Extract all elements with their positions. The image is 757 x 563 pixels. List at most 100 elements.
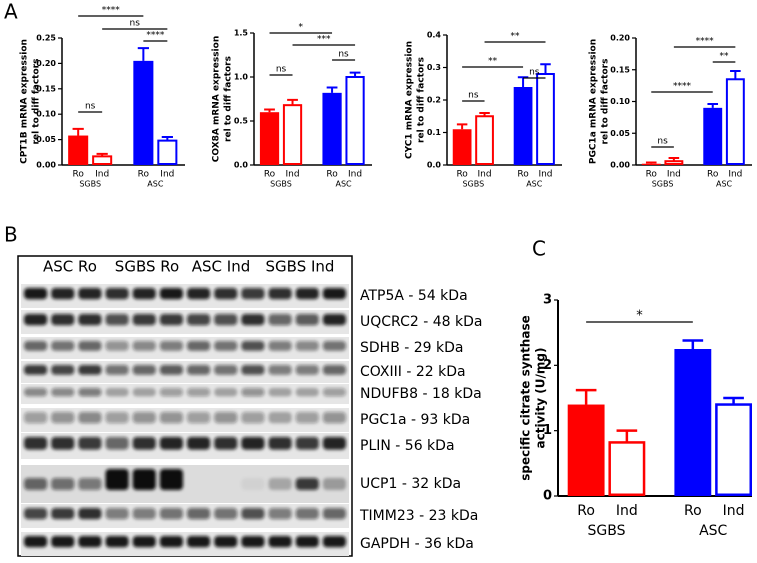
x-tick-label: Ro	[456, 170, 468, 180]
blot-band	[187, 388, 211, 397]
x-tick-label: Ro	[646, 170, 658, 180]
y-tick-label: 0.10	[36, 110, 56, 119]
error-bar	[349, 71, 361, 77]
error-bar	[161, 136, 173, 141]
blot-band	[24, 478, 48, 490]
blot-band	[241, 412, 265, 424]
group-label: ASC	[716, 180, 733, 189]
blot-band	[51, 314, 75, 326]
blot-band	[132, 508, 156, 520]
y-tick-label: 0	[543, 489, 552, 504]
x-tick-label: Ro	[684, 503, 702, 519]
bar	[608, 441, 646, 496]
group-label: ASC	[335, 180, 352, 189]
blot-band	[214, 536, 238, 548]
blot-band	[187, 508, 211, 520]
blot-band	[268, 365, 292, 375]
blot-band	[268, 508, 292, 520]
blot-band-label: PGC1a - 93 kDa	[360, 412, 470, 428]
blot-band	[241, 314, 265, 326]
blot-band	[241, 437, 265, 450]
blot-band	[295, 508, 319, 520]
blot-band	[51, 437, 75, 450]
bar	[68, 135, 89, 165]
blot-band	[105, 412, 129, 424]
blot-band	[214, 437, 238, 450]
significance-label: ns	[85, 102, 96, 112]
blot-band	[187, 314, 211, 326]
significance-label: *	[299, 23, 304, 33]
blot-band	[268, 388, 292, 397]
y-tick-label: 0.5	[234, 117, 249, 126]
blot-band	[24, 437, 48, 450]
y-axis-label: CPT1B mRNA expression	[20, 39, 30, 164]
y-tick-label: 2	[543, 358, 552, 373]
blot-band	[159, 341, 183, 351]
y-tick-label: 0.4	[427, 31, 442, 40]
blot-band	[187, 341, 211, 351]
x-tick-label: Ro	[707, 170, 719, 180]
blot-band	[78, 314, 102, 326]
error-bar	[707, 103, 719, 108]
significance-label: ****	[696, 37, 715, 47]
blot-band	[322, 412, 346, 424]
blot-band-label: ATP5A - 54 kDa	[360, 288, 468, 304]
blot-strip	[21, 337, 349, 359]
y-axis-label: activity (U/mg)	[534, 348, 548, 449]
blot-band	[322, 478, 346, 490]
x-tick-label: Ind	[285, 170, 299, 180]
blot-band	[295, 341, 319, 351]
blot-band	[159, 365, 183, 375]
blot-band	[268, 288, 292, 300]
bar	[703, 107, 723, 165]
blot-band	[132, 437, 156, 450]
blot-band	[214, 412, 238, 424]
y-axis-label: CYC1 mRNA expression	[405, 41, 415, 159]
significance-label: ns	[276, 65, 287, 75]
blot-strip	[21, 465, 349, 503]
bar	[536, 73, 555, 165]
blot-band	[268, 437, 292, 450]
panel-label: A	[4, 0, 18, 24]
blot-band	[132, 536, 156, 548]
x-tick-label: Ind	[348, 170, 362, 180]
error-bar	[137, 47, 149, 61]
blot-band	[214, 288, 238, 300]
blot-strip	[21, 310, 349, 334]
blot-band	[132, 388, 156, 397]
bar	[322, 92, 342, 165]
significance-label: ns	[468, 91, 479, 101]
panel-label: C	[532, 237, 546, 261]
error-bar	[730, 70, 741, 80]
y-tick-label: 0.2	[427, 96, 441, 105]
x-tick-label: Ro	[577, 503, 595, 519]
group-label: ASC	[526, 180, 543, 189]
blot-band	[241, 536, 265, 548]
bar	[664, 160, 684, 166]
blot-band	[78, 388, 102, 397]
y-tick-label: 0.1	[427, 128, 442, 137]
group-label: ASC	[699, 523, 727, 539]
blot-band	[51, 341, 75, 351]
blot-strip	[21, 384, 349, 404]
y-tick-label: 0.15	[36, 84, 56, 93]
x-tick-label: Ro	[72, 170, 84, 180]
blot-band-label: PLIN - 56 kDa	[360, 438, 455, 454]
y-tick-label: 0.10	[610, 97, 630, 106]
blot-band-label: UCP1 - 32 kDa	[360, 476, 461, 492]
blot-band	[214, 365, 238, 375]
blot-band	[24, 365, 48, 375]
blot-band	[78, 437, 102, 450]
blot-band	[78, 508, 102, 520]
error-bar	[668, 157, 680, 162]
x-tick-label: Ro	[517, 170, 529, 180]
blot-band	[24, 288, 48, 300]
error-bar	[72, 127, 84, 136]
blot-band	[322, 314, 346, 326]
significance-label: ***	[317, 35, 331, 45]
blot-band	[159, 469, 183, 490]
blot-strip	[21, 361, 349, 383]
blot-band	[241, 365, 265, 375]
blot-band	[24, 341, 48, 351]
y-tick-label: 0.05	[36, 135, 56, 144]
